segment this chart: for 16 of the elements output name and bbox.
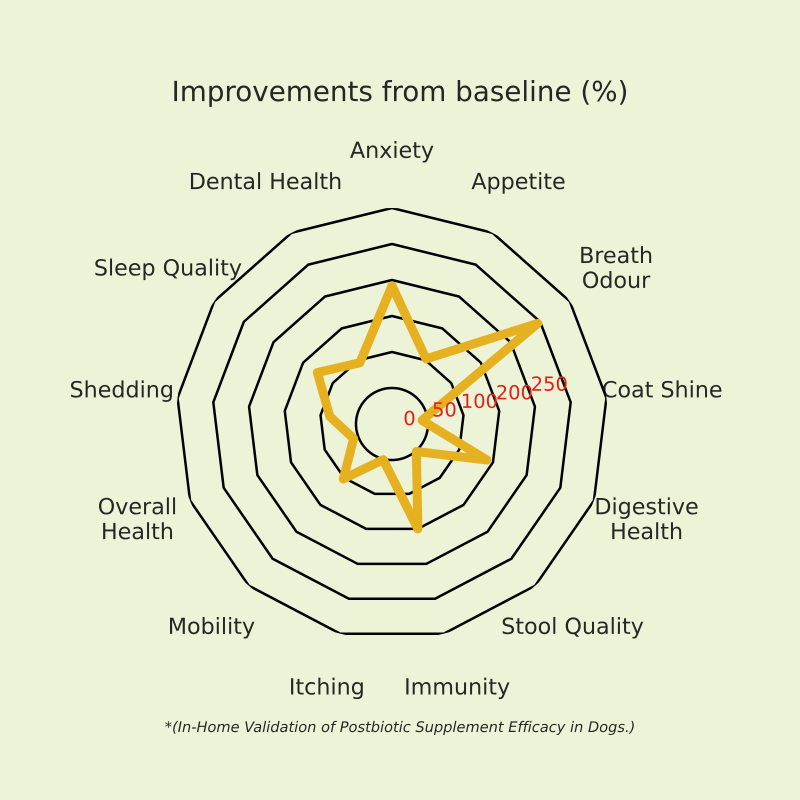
spoke-label: Dental Health: [190, 172, 340, 190]
text: *(In-Home Validation of Postbiotic Supplement Efficacy in Dogs.): [165, 720, 634, 736]
spoke-label: Anxiety: [350, 140, 434, 163]
text: 0: [404, 410, 414, 426]
spoke-label: Coat Shine: [603, 380, 722, 398]
spoke-label: Digestive Health: [596, 497, 698, 540]
spoke-label: Itching: [291, 678, 363, 700]
spoke-label: Appetite: [472, 172, 565, 194]
spoke-label: Shedding: [70, 380, 172, 402]
spoke-label: Breath Odour: [581, 246, 652, 288]
spoke-label: Immunity: [406, 678, 510, 700]
spoke-label: Stool Quality: [502, 617, 644, 639]
chart-title: Improvements from baseline (%): [174, 80, 626, 107]
spoke-label: Sleep Quality: [95, 258, 242, 280]
spoke-label: Mobility: [170, 617, 254, 639]
spoke-label: Overall Health: [98, 497, 176, 540]
